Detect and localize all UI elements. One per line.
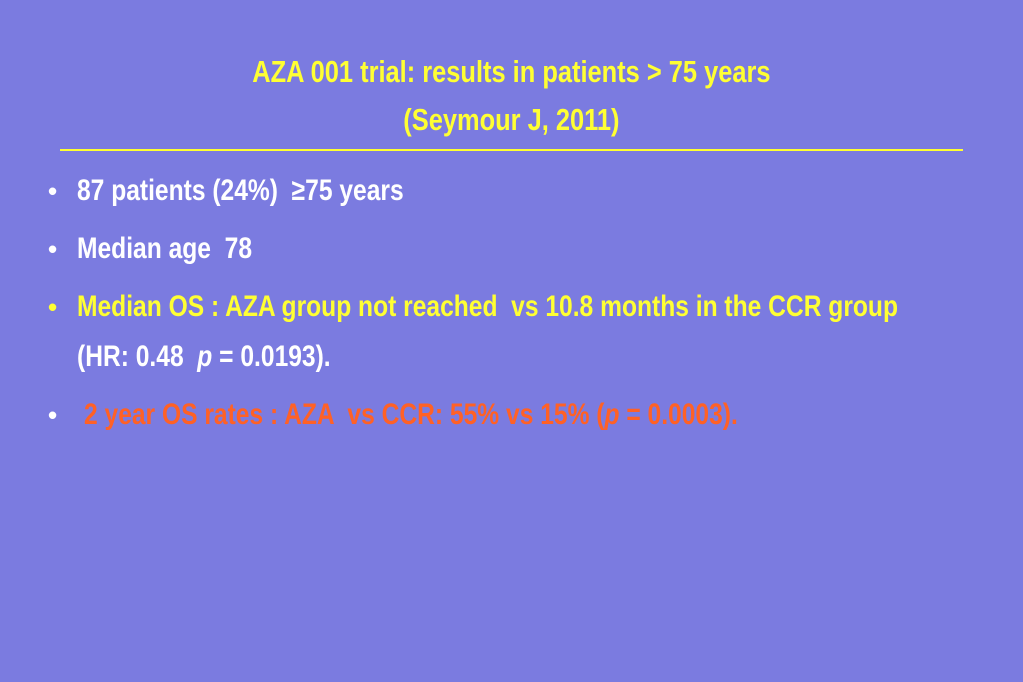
bullet-item: • Median OS : AZA group not reached vs 10… xyxy=(48,282,1023,382)
bullet: • xyxy=(48,176,58,206)
text-run: 87 patients (24%) ≥75 years xyxy=(77,174,404,207)
text-run: = 0.0003). xyxy=(619,398,738,431)
text-run: p xyxy=(604,398,620,431)
bullet: • xyxy=(48,400,58,430)
text-run: = 0.0193). xyxy=(212,340,331,373)
title-line: AZA 001 trial: results in patients > 75 … xyxy=(252,54,771,89)
text-run: Median OS : AZA group not reached vs 10.… xyxy=(77,290,898,323)
text-run: Median age 78 xyxy=(77,232,253,265)
bullet: • xyxy=(48,292,58,322)
text-run: p xyxy=(197,340,213,373)
bullet: • xyxy=(48,234,58,264)
bullet-item: • Median age 78 xyxy=(48,224,1023,274)
bullet-item: • 2 year OS rates : AZA vs CCR: 55% vs 15… xyxy=(48,390,1023,440)
title-line: (Seymour J, 2011) xyxy=(403,102,620,137)
text-run: (HR: 0.48 xyxy=(77,290,905,373)
title: AZA 001 trial: results in patients > 75 … xyxy=(92,48,931,144)
bullet-list: • 87 patients (24%) ≥75 years • Median age… xyxy=(48,166,1023,448)
text-run: 2 year OS rates : AZA vs CCR: 55% vs 15%… xyxy=(84,398,605,431)
title-rule xyxy=(60,149,963,151)
bullet-item: • 87 patients (24%) ≥75 years xyxy=(48,166,1023,216)
